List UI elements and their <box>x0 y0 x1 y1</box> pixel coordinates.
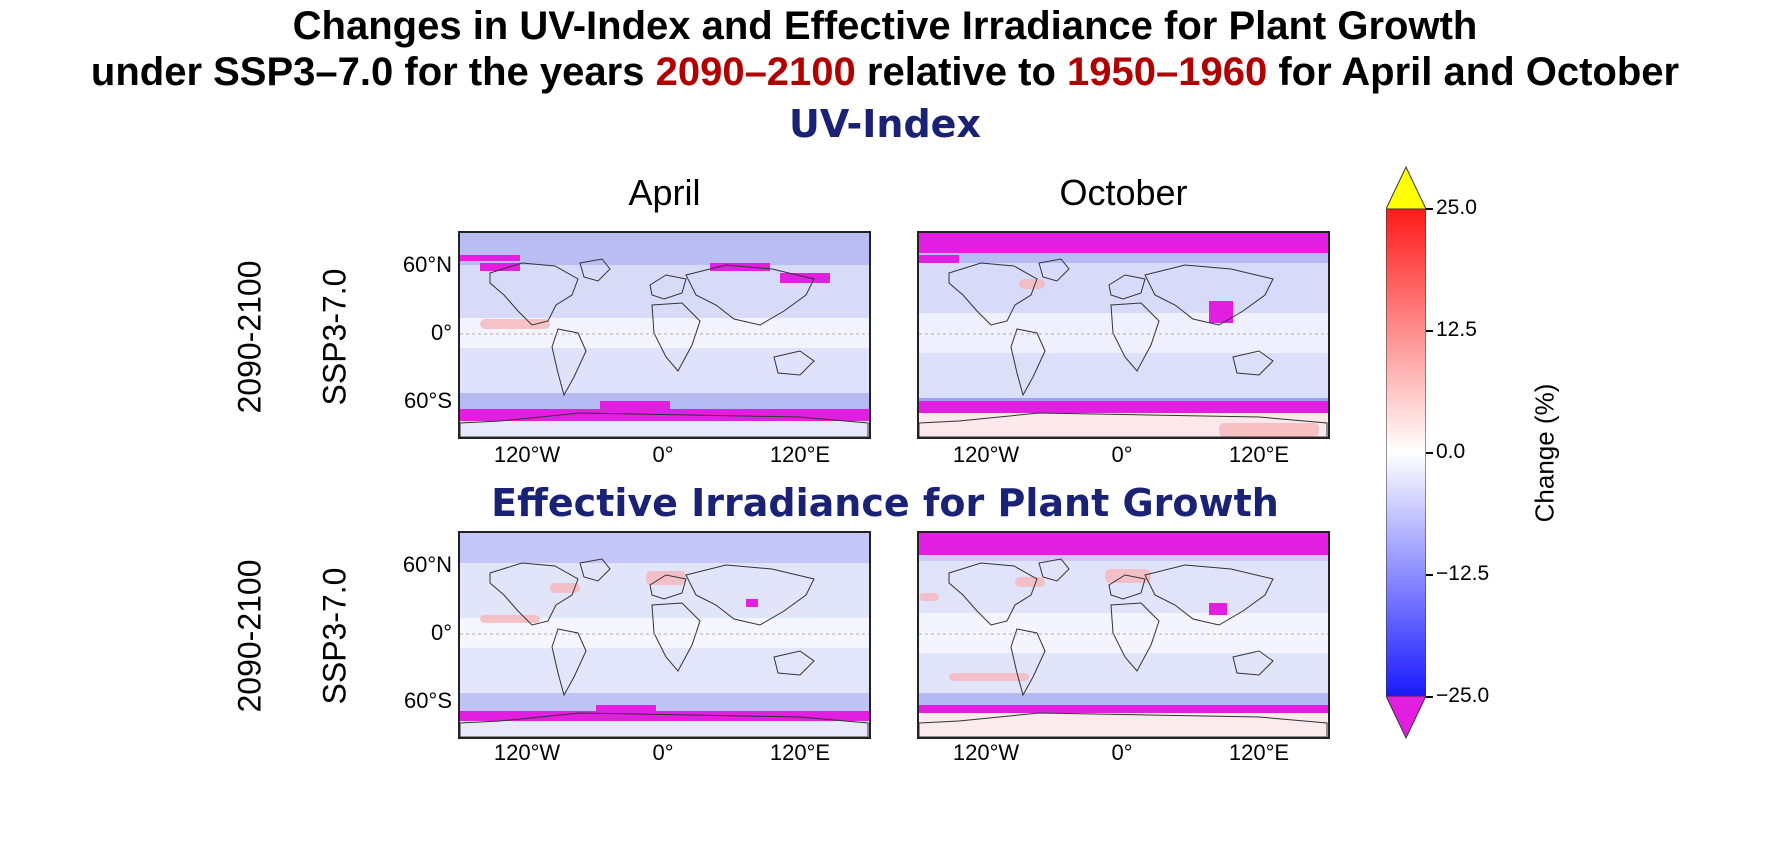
map-effective-october <box>917 531 1330 739</box>
column-header-october: October <box>1059 172 1188 213</box>
lat-tick-60n: 60°N <box>402 552 452 577</box>
colorbar-tick-12-5: 12.5 <box>1436 318 1477 341</box>
colorbar-tickmark <box>1426 452 1433 454</box>
title-text: under SSP3–7.0 for the years <box>90 50 656 94</box>
colorbar-tick-0: 0.0 <box>1436 440 1466 463</box>
figure-title-line-1: Changes in UV-Index and Effective Irradi… <box>292 4 1478 48</box>
lon-tick-0: 0° <box>652 740 674 765</box>
colorbar-tickmark <box>1426 208 1433 210</box>
section-title-effective-irradiance: Effective Irradiance for Plant Growth <box>491 481 1279 525</box>
lon-tick-120e: 120°E <box>1228 740 1290 765</box>
colorbar-tickmark <box>1426 696 1433 698</box>
row-label-scenario: SSP3-7.0 <box>316 567 353 705</box>
lat-tick-0: 0° <box>430 620 452 645</box>
colorbar-tick-neg-25: −25.0 <box>1436 684 1490 707</box>
lat-tick-60n: 60°N <box>402 252 452 277</box>
lon-tick-120e: 120°E <box>769 442 831 467</box>
lat-tick-0: 0° <box>430 320 452 345</box>
colorbar-tick-neg-12-5: −12.5 <box>1436 562 1490 585</box>
row-label-scenario: SSP3-7.0 <box>316 268 353 406</box>
lon-tick-120w: 120°W <box>952 442 1020 467</box>
colorbar-under-triangle <box>1386 695 1426 740</box>
colorbar-over-triangle <box>1386 165 1426 210</box>
lat-tick-60s: 60°S <box>404 388 452 413</box>
colorbar-tickmark <box>1426 574 1433 576</box>
lon-tick-0: 0° <box>1111 740 1133 765</box>
lon-tick-0: 0° <box>1111 442 1133 467</box>
map-uv-april <box>458 231 871 439</box>
title-text: for April and October <box>1267 50 1680 94</box>
column-header-april: April <box>628 172 701 213</box>
title-text: relative to <box>855 50 1067 94</box>
colorbar-tick-25: 25.0 <box>1436 196 1477 219</box>
lon-tick-120w: 120°W <box>493 442 561 467</box>
row-label-period: 2090-2100 <box>231 559 268 713</box>
lon-tick-0: 0° <box>652 442 674 467</box>
lon-tick-120e: 120°E <box>769 740 831 765</box>
map-uv-october <box>917 231 1330 439</box>
lat-tick-60s: 60°S <box>404 688 452 713</box>
map-effective-april <box>458 531 871 739</box>
lon-tick-120w: 120°W <box>493 740 561 765</box>
title-period-reference: 1950–1960 <box>1067 50 1268 94</box>
colorbar-gradient <box>1386 208 1426 697</box>
title-period-future: 2090–2100 <box>655 50 856 94</box>
row-label-period: 2090-2100 <box>231 260 268 414</box>
colorbar-label: Change (%) <box>1529 383 1560 523</box>
lon-tick-120w: 120°W <box>952 740 1020 765</box>
lon-tick-120e: 120°E <box>1228 442 1290 467</box>
section-title-uv-index: UV-Index <box>789 102 981 146</box>
colorbar-tickmark <box>1426 330 1433 332</box>
figure-title-line-2: under SSP3–7.0 for the years 2090–2100 r… <box>0 48 1770 96</box>
colorbar <box>1386 165 1426 740</box>
